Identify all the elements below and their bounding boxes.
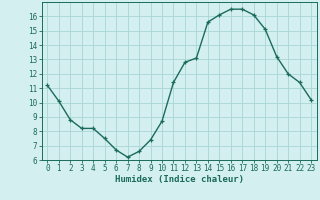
X-axis label: Humidex (Indice chaleur): Humidex (Indice chaleur) <box>115 175 244 184</box>
